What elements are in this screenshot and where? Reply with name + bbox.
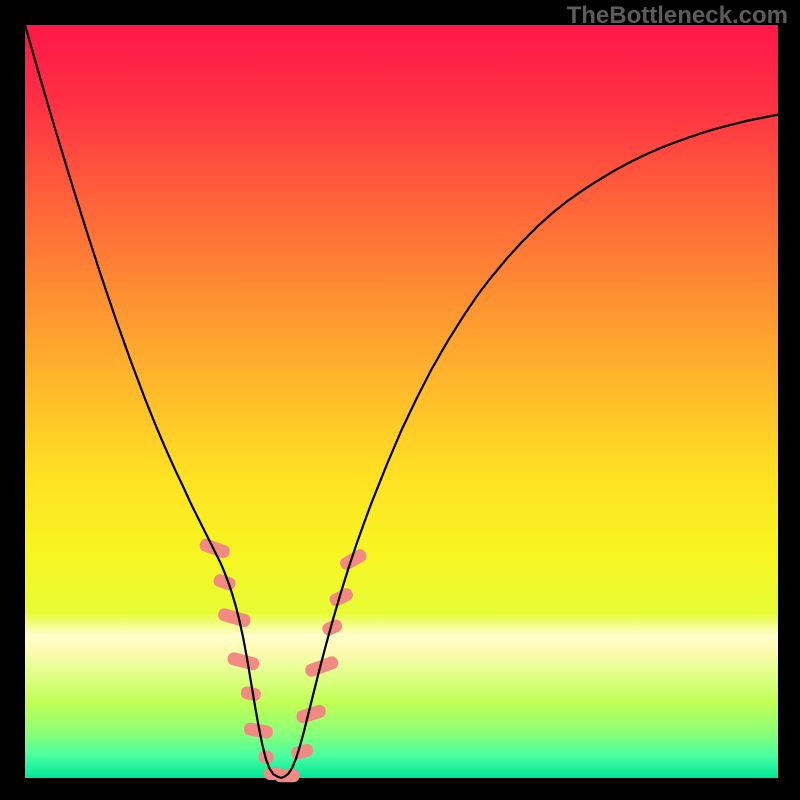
chart-svg [25, 25, 778, 778]
marker-pill [198, 537, 232, 560]
plot-area [25, 25, 778, 778]
chart-container: TheBottleneck.com [0, 0, 800, 800]
curve-right [281, 115, 778, 778]
watermark-text: TheBottleneck.com [567, 2, 788, 30]
marker-pill [212, 573, 237, 592]
marker-pill [217, 607, 252, 629]
marker-pill [290, 743, 315, 761]
marker-pill [226, 651, 260, 671]
markers-group [198, 537, 369, 782]
